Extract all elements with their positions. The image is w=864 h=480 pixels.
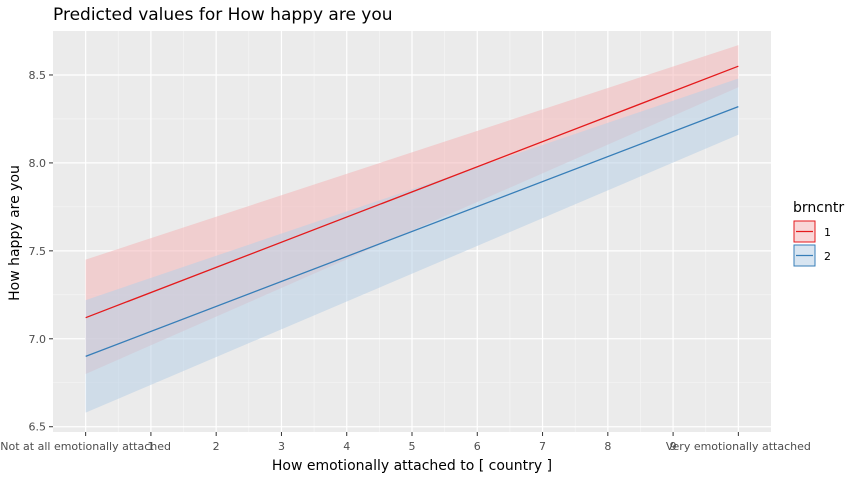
x-tick-label: 5	[409, 440, 416, 453]
x-tick-label: Very emotionally attached	[666, 440, 811, 453]
y-axis-ticks: 6.5 7.0 7.5 8.0 8.5	[29, 69, 53, 434]
y-tick-label: 7.0	[29, 333, 47, 346]
confidence-ribbons	[85, 45, 739, 413]
series-lines	[85, 65, 739, 357]
y-axis-title: How happy are you	[7, 165, 23, 301]
x-axis-title: How emotionally attached to [ country ]	[272, 458, 552, 474]
x-tick-label: 8	[604, 440, 611, 453]
line-series-1	[85, 65, 739, 319]
x-tick-label: 2	[213, 440, 220, 453]
x-tick-label: 4	[343, 440, 350, 453]
y-tick-label: 8.5	[29, 69, 47, 82]
chart-title: Predicted values for How happy are you	[53, 5, 393, 25]
legend-label-1: 1	[824, 226, 831, 239]
y-tick-label: 6.5	[29, 421, 47, 434]
legend-label-2: 2	[824, 250, 831, 263]
x-tick-label: 7	[539, 440, 546, 453]
y-tick-label: 7.5	[29, 245, 47, 258]
x-tick-label: 6	[474, 440, 481, 453]
line-series-2	[85, 106, 739, 357]
legend: brncntr 1 2	[793, 200, 844, 267]
x-tick-label: Not at all emotionally attached	[0, 440, 171, 453]
x-tick-label: 3	[278, 440, 285, 453]
ribbon-series-2	[85, 78, 739, 413]
y-tick-label: 8.0	[29, 157, 47, 170]
legend-title: brncntr	[793, 200, 844, 216]
x-tick-label: 1	[147, 440, 154, 453]
x-tick-label: 9	[670, 440, 677, 453]
